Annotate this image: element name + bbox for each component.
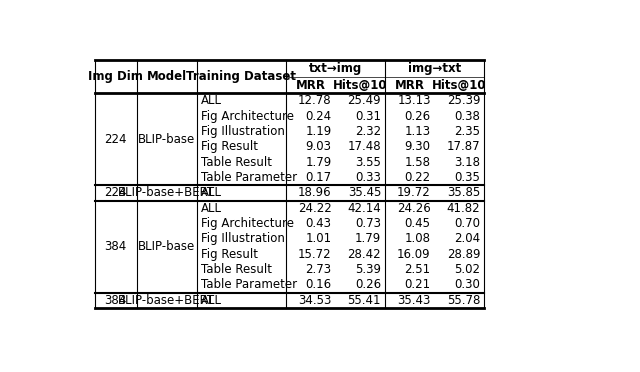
Text: BLIP-base+BERT: BLIP-base+BERT: [118, 294, 216, 307]
Text: 1.79: 1.79: [355, 232, 381, 246]
Text: 13.13: 13.13: [397, 94, 431, 108]
Text: 384: 384: [104, 240, 127, 253]
Text: 0.22: 0.22: [404, 171, 431, 184]
Text: Fig Architecture: Fig Architecture: [200, 110, 294, 123]
Text: 5.39: 5.39: [355, 263, 381, 276]
Text: ALL: ALL: [200, 294, 221, 307]
Text: txt→img: txt→img: [309, 62, 362, 75]
Text: Hits@10: Hits@10: [333, 78, 387, 92]
Text: 24.26: 24.26: [397, 202, 431, 215]
Text: 2.32: 2.32: [355, 125, 381, 138]
Text: 2.73: 2.73: [305, 263, 332, 276]
Text: 3.55: 3.55: [355, 156, 381, 169]
Text: 1.19: 1.19: [305, 125, 332, 138]
Text: 42.14: 42.14: [348, 202, 381, 215]
Text: 0.31: 0.31: [355, 110, 381, 123]
Text: 0.21: 0.21: [404, 278, 431, 291]
Text: 0.43: 0.43: [305, 217, 332, 230]
Text: 25.49: 25.49: [348, 94, 381, 108]
Text: 5.02: 5.02: [454, 263, 480, 276]
Text: 9.30: 9.30: [404, 141, 431, 154]
Text: 0.26: 0.26: [404, 110, 431, 123]
Text: BLIP-base: BLIP-base: [138, 133, 195, 146]
Text: 35.43: 35.43: [397, 294, 431, 307]
Text: MRR: MRR: [395, 78, 425, 92]
Text: 55.78: 55.78: [447, 294, 480, 307]
Text: Fig Illustration: Fig Illustration: [200, 125, 284, 138]
Text: Table Result: Table Result: [200, 156, 271, 169]
Text: 1.13: 1.13: [404, 125, 431, 138]
Text: Img Dim: Img Dim: [88, 70, 143, 83]
Text: 0.35: 0.35: [454, 171, 480, 184]
Text: 0.26: 0.26: [355, 278, 381, 291]
Text: 0.38: 0.38: [454, 110, 480, 123]
Text: 28.42: 28.42: [348, 248, 381, 261]
Text: 25.39: 25.39: [447, 94, 480, 108]
Text: 224: 224: [104, 133, 127, 146]
Text: Fig Illustration: Fig Illustration: [200, 232, 284, 246]
Text: 1.08: 1.08: [404, 232, 431, 246]
Text: 15.72: 15.72: [298, 248, 332, 261]
Text: 1.01: 1.01: [305, 232, 332, 246]
Text: 12.78: 12.78: [298, 94, 332, 108]
Text: 0.73: 0.73: [355, 217, 381, 230]
Text: Table Parameter: Table Parameter: [200, 171, 297, 184]
Text: 2.35: 2.35: [454, 125, 480, 138]
Text: Fig Architecture: Fig Architecture: [200, 217, 294, 230]
Text: 16.09: 16.09: [397, 248, 431, 261]
Text: ALL: ALL: [200, 202, 221, 215]
Text: 9.03: 9.03: [305, 141, 332, 154]
Text: 0.24: 0.24: [305, 110, 332, 123]
Text: MRR: MRR: [296, 78, 326, 92]
Text: 0.17: 0.17: [305, 171, 332, 184]
Text: 41.82: 41.82: [447, 202, 480, 215]
Text: 224: 224: [104, 186, 127, 199]
Text: 2.51: 2.51: [404, 263, 431, 276]
Text: BLIP-base+BERT: BLIP-base+BERT: [118, 186, 216, 199]
Text: 19.72: 19.72: [397, 186, 431, 199]
Text: 28.89: 28.89: [447, 248, 480, 261]
Text: Hits@10: Hits@10: [432, 78, 486, 92]
Text: 3.18: 3.18: [454, 156, 480, 169]
Text: 0.33: 0.33: [355, 171, 381, 184]
Text: 0.45: 0.45: [404, 217, 431, 230]
Text: 35.85: 35.85: [447, 186, 480, 199]
Text: Fig Result: Fig Result: [200, 141, 257, 154]
Text: 2.04: 2.04: [454, 232, 480, 246]
Text: 0.30: 0.30: [454, 278, 480, 291]
Text: Table Parameter: Table Parameter: [200, 278, 297, 291]
Text: 1.79: 1.79: [305, 156, 332, 169]
Text: Table Result: Table Result: [200, 263, 271, 276]
Text: 24.22: 24.22: [298, 202, 332, 215]
Text: 384: 384: [104, 294, 127, 307]
Text: Fig Result: Fig Result: [200, 248, 257, 261]
Text: 0.70: 0.70: [454, 217, 480, 230]
Text: Model: Model: [147, 70, 187, 83]
Text: 17.48: 17.48: [348, 141, 381, 154]
Text: img→txt: img→txt: [408, 62, 461, 75]
Text: 17.87: 17.87: [447, 141, 480, 154]
Text: ALL: ALL: [200, 186, 221, 199]
Text: 18.96: 18.96: [298, 186, 332, 199]
Text: Training Dataset: Training Dataset: [186, 70, 296, 83]
Text: 55.41: 55.41: [348, 294, 381, 307]
Text: 35.45: 35.45: [348, 186, 381, 199]
Text: BLIP-base: BLIP-base: [138, 240, 195, 253]
Text: 0.16: 0.16: [305, 278, 332, 291]
Text: 1.58: 1.58: [404, 156, 431, 169]
Text: ALL: ALL: [200, 94, 221, 108]
Text: 34.53: 34.53: [298, 294, 332, 307]
